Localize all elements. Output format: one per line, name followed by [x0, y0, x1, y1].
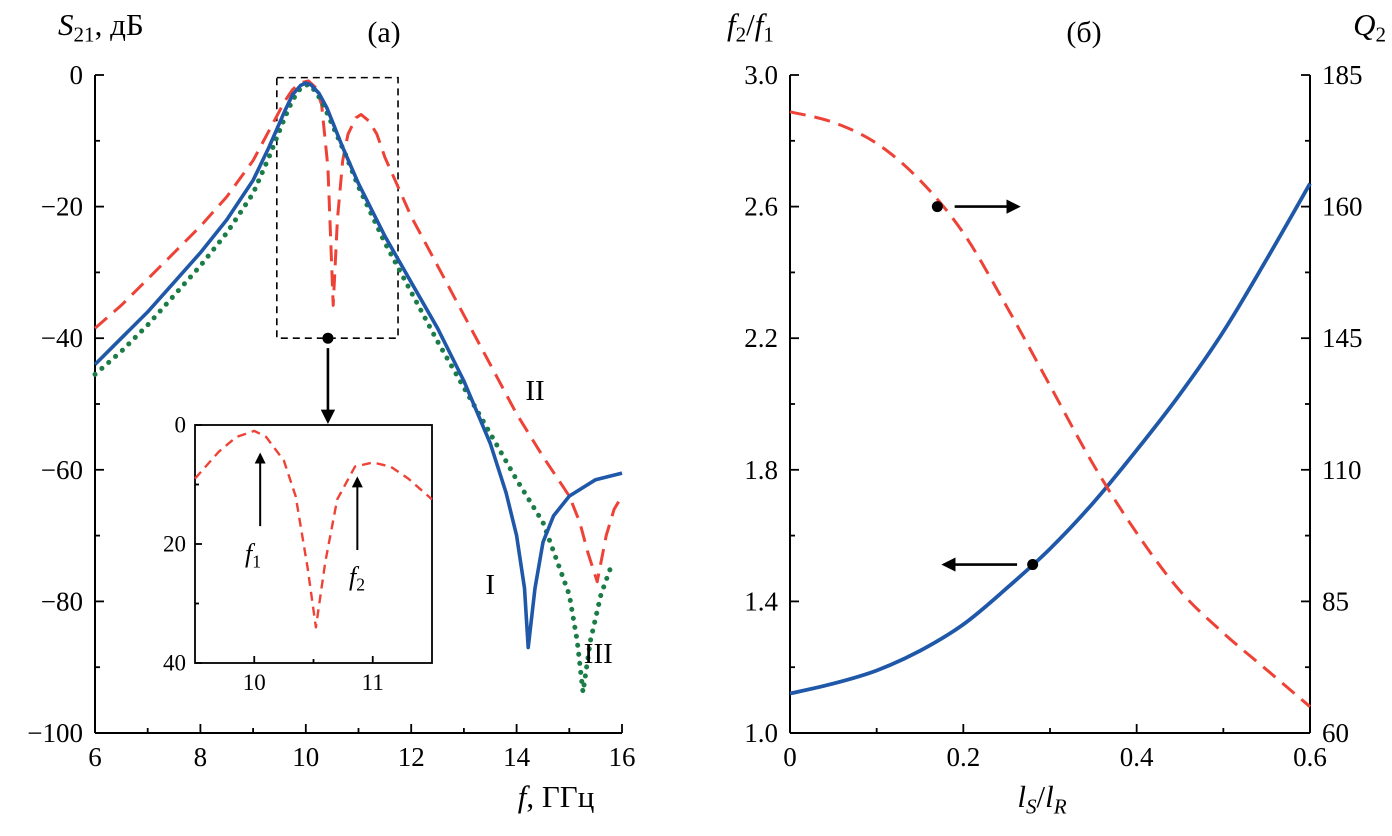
series-I	[93, 81, 623, 650]
y-tick-label: 20	[163, 532, 186, 557]
y-tick-label: −60	[41, 455, 83, 485]
x-tick-label: 8	[194, 742, 208, 772]
y-tick-label: −80	[41, 586, 83, 616]
inset-f1-label: f1	[244, 538, 262, 572]
series-Q2	[789, 110, 1311, 708]
x-tick-label: 0.4	[1120, 742, 1154, 772]
marker-dot	[1027, 559, 1039, 571]
xlabel-symbol: f	[517, 779, 527, 814]
y-tick-label: −20	[41, 192, 83, 222]
slash: /	[1036, 779, 1046, 814]
marker-dot	[931, 201, 943, 213]
ylabel-subscript: 21	[73, 22, 95, 47]
panel-b-title: (б)	[1066, 16, 1102, 49]
y-tick-label: −100	[27, 718, 83, 748]
series-II	[94, 79, 624, 584]
q-symbol: Q	[1353, 7, 1376, 42]
y-tick-label-right: 85	[1322, 586, 1349, 616]
q-subscript: 2	[1375, 22, 1386, 47]
x-tick-label: 10	[292, 742, 319, 772]
y-tick-label-right: 145	[1322, 323, 1363, 353]
curve-label-II: II	[525, 375, 544, 407]
ls-subscript-letter: S	[1025, 794, 1037, 819]
f1-subscript: 1	[763, 22, 774, 47]
xlabel-units: , ГГц	[526, 779, 595, 814]
f2-subscript: 2	[356, 574, 366, 595]
panel-b-x-axis-title: lS/lR	[1017, 779, 1067, 819]
chart-panel-b: 0 0.2 0.4 0.6 1.0 60 1.4 85 1.8 110 2.2 145 2.6 160 3.…	[744, 60, 1362, 772]
f1-subscript: 1	[252, 551, 262, 572]
x-tick-label: 6	[88, 742, 102, 772]
f1-symbol: f	[244, 538, 253, 568]
y-tick-label: −40	[41, 323, 83, 353]
x-tick-label: 0.2	[946, 742, 980, 772]
x-tick-label: 0.6	[1293, 742, 1327, 772]
zoom-rect	[276, 76, 399, 339]
slash: /	[746, 7, 755, 42]
x-tick-label: 0	[783, 742, 797, 772]
f2-symbol: f	[727, 7, 736, 42]
y-tick-label-right: 160	[1322, 192, 1363, 222]
y-tick-label-right: 185	[1322, 60, 1363, 90]
ls-subscript: S	[1026, 795, 1037, 819]
x-tick-label: 11	[362, 670, 384, 695]
x-tick-label: 12	[398, 742, 425, 772]
y-tick-label-right: 60	[1322, 718, 1349, 748]
f2-subscript: 2	[735, 22, 747, 47]
f1-symbol: f	[754, 7, 764, 42]
lr-subscript-letter: R	[1053, 794, 1067, 819]
y-tick-label: 0	[175, 413, 187, 438]
inset-f2-label: f2	[348, 561, 366, 595]
panel-b-left-axis-title: f2/f1	[727, 7, 774, 47]
y-tick-label-right: 110	[1322, 455, 1362, 485]
inset-a-frame	[194, 424, 433, 664]
y-tick-label: 1.8	[744, 455, 778, 485]
panel-a-title: (а)	[367, 16, 401, 49]
ylabel-symbol: S	[58, 7, 74, 42]
x-tick-label: 10	[243, 670, 266, 695]
y-tick-label: 40	[163, 651, 186, 676]
y-tick-label: 2.2	[744, 323, 778, 353]
panel-b-right-axis-title: Q2	[1353, 7, 1386, 47]
panel-a-y-axis-title: S21, дБ	[58, 7, 144, 47]
ylabel-units: , дБ	[94, 7, 144, 42]
y-tick-label: 1.0	[744, 718, 778, 748]
series-f2-f1-ratio	[789, 182, 1312, 696]
y-tick-label: 3.0	[744, 60, 778, 90]
x-tick-label: 14	[503, 742, 531, 772]
f2-symbol: f	[348, 561, 357, 591]
lr-symbol: l	[1045, 779, 1054, 814]
series-II-zoom	[194, 429, 433, 629]
chart-inset-a: 10 11 0 20 40	[163, 413, 433, 695]
marker-dot	[322, 332, 334, 344]
y-tick-label: 1.4	[744, 586, 778, 616]
panel-a-x-axis-title: f, ГГц	[517, 779, 595, 814]
x-tick-label: 16	[609, 742, 636, 772]
y-tick-label: 0	[70, 60, 84, 90]
ls-symbol: l	[1017, 779, 1026, 814]
y-tick-label: 2.6	[744, 192, 778, 222]
curve-label-III: III	[584, 638, 613, 670]
lr-subscript: R	[1054, 795, 1067, 819]
curve-label-I: I	[485, 569, 495, 601]
